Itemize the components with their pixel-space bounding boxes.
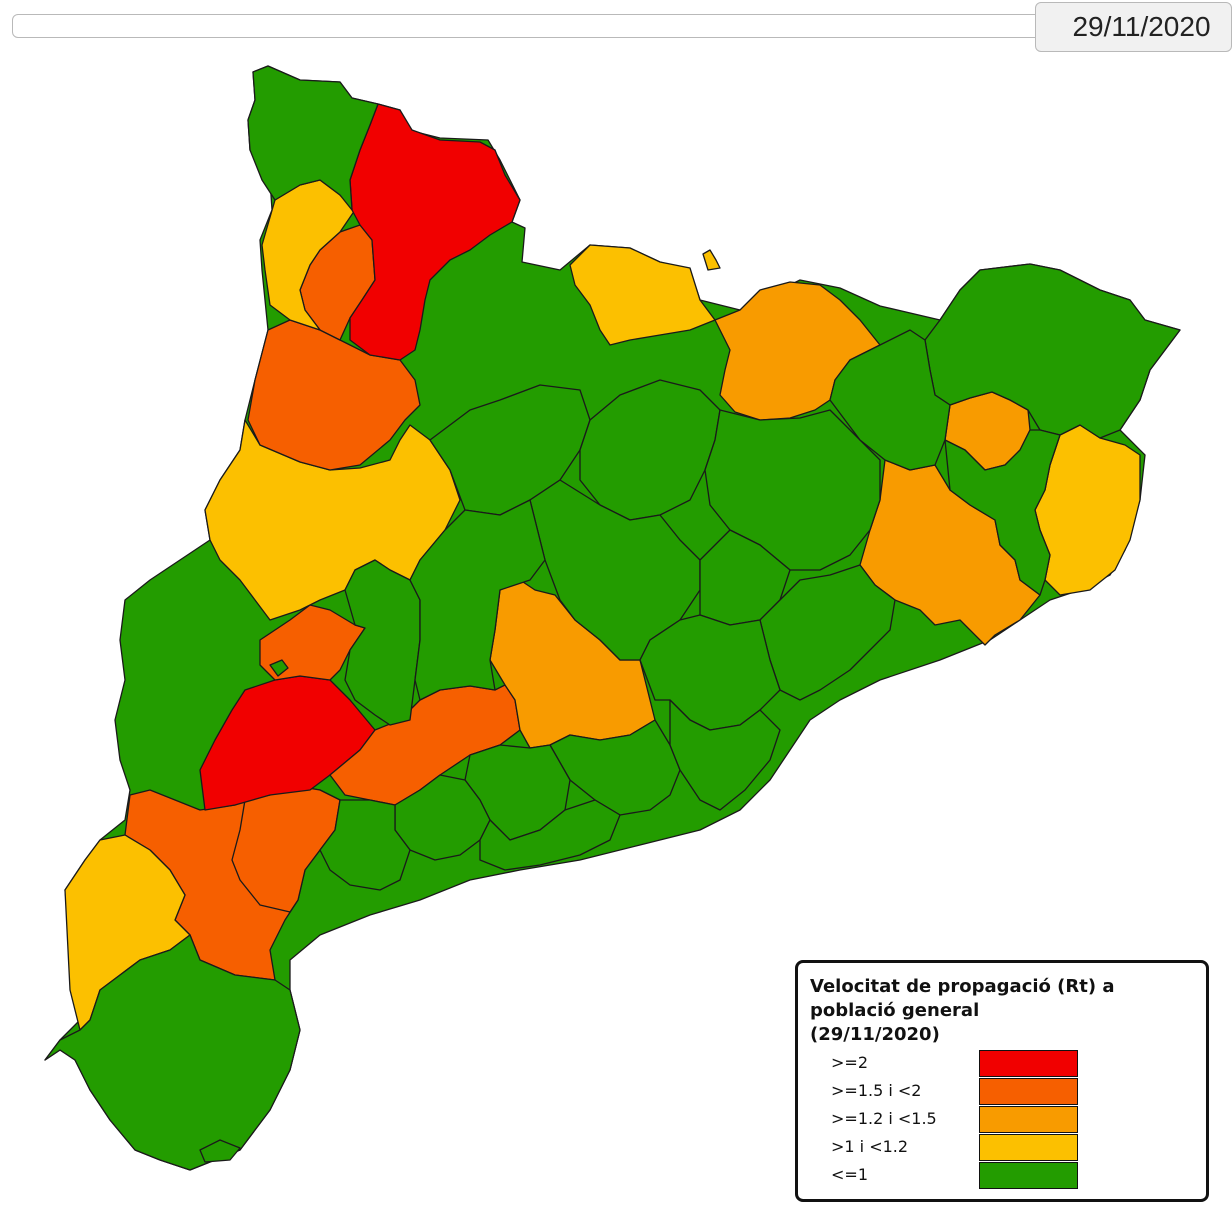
legend-swatch-le1 xyxy=(979,1162,1078,1189)
legend-item-label: <=1 xyxy=(831,1165,868,1184)
legend-item: >=2 xyxy=(798,1050,1206,1078)
legend-item: >1 i <1.2 xyxy=(798,1134,1206,1162)
region-baix-camp[interactable] xyxy=(319,799,411,891)
region-baix-ebre[interactable] xyxy=(44,934,301,1171)
legend-item: >=1.5 i <2 xyxy=(798,1078,1206,1106)
date-display: 29/11/2020 xyxy=(1035,2,1232,52)
region-baix-llobregat[interactable] xyxy=(669,699,781,811)
legend-title-line2: població general xyxy=(810,1000,980,1021)
legend-title-line3: (29/11/2020) xyxy=(810,1024,940,1045)
region-tarragones[interactable] xyxy=(479,799,621,871)
legend-swatch-ge2 xyxy=(979,1050,1078,1077)
region-bergueda[interactable] xyxy=(579,379,721,521)
region-girones[interactable] xyxy=(944,429,1061,596)
region-cerdanya[interactable] xyxy=(569,244,716,346)
region-solsones-west[interactable] xyxy=(344,559,421,726)
region-cerdanya-enclave[interactable] xyxy=(702,249,721,271)
region-alt-emporda[interactable] xyxy=(924,263,1181,439)
legend-title: Velocitat de propagació (Rt) a població … xyxy=(810,975,1190,1047)
region-urgell-enclave[interactable] xyxy=(269,659,289,677)
legend-item-label: >=1.5 i <2 xyxy=(831,1081,922,1100)
legend-swatch-ge1-2 xyxy=(979,1106,1078,1133)
legend-swatch-gt1 xyxy=(979,1134,1078,1161)
legend-item-label: >=2 xyxy=(831,1053,868,1072)
region-val-aran[interactable] xyxy=(247,65,379,211)
date-slider-track[interactable] xyxy=(12,14,1042,38)
legend-item: <=1 xyxy=(798,1162,1206,1190)
legend: Velocitat de propagació (Rt) a població … xyxy=(795,960,1209,1202)
legend-item-label: >1 i <1.2 xyxy=(831,1137,909,1156)
legend-item-label: >=1.2 i <1.5 xyxy=(831,1109,937,1128)
region-osona[interactable] xyxy=(704,409,881,571)
region-alt-urgell[interactable] xyxy=(349,103,521,361)
region-valles-oriental[interactable] xyxy=(759,564,896,701)
legend-item: >=1.2 i <1.5 xyxy=(798,1106,1206,1134)
region-delta-island[interactable] xyxy=(199,1139,241,1163)
legend-swatch-ge1-5 xyxy=(979,1078,1078,1105)
region-segarra[interactable] xyxy=(409,499,546,701)
region-ripolles-east[interactable] xyxy=(829,329,951,471)
legend-title-line1: Velocitat de propagació (Rt) a xyxy=(810,976,1115,997)
